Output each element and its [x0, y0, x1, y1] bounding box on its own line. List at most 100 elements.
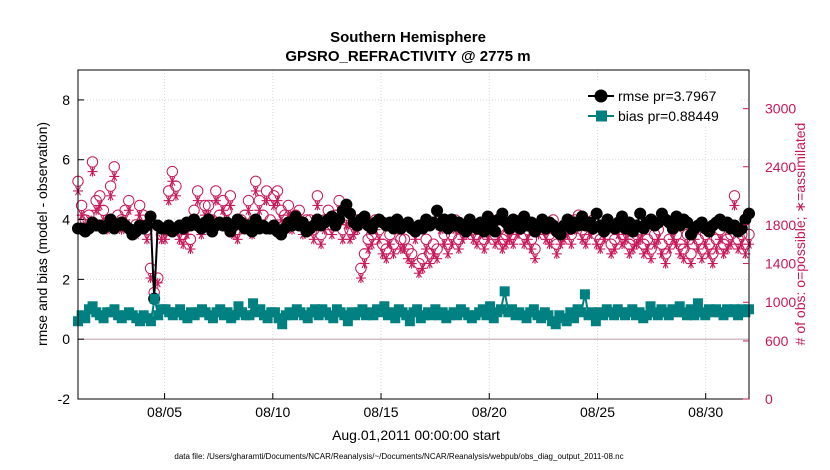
- bias-point: [663, 310, 674, 321]
- bias-point: [145, 316, 156, 327]
- assimilated-obs-point: [685, 258, 696, 269]
- assimilated-obs-point: [540, 234, 551, 245]
- assimilated-obs-point: [167, 176, 178, 187]
- x-tick-label: 08/15: [364, 404, 399, 420]
- bias-point: [277, 319, 288, 330]
- legend: rmse pr=3.7967 bias pr=0.88449: [582, 82, 741, 126]
- assimilated-obs-point: [714, 234, 725, 245]
- bias-point: [437, 307, 448, 318]
- x-axis-label: Aug.01,2011 00:00:00 start: [332, 427, 500, 443]
- bias-point: [685, 304, 696, 315]
- y2-tick-label: 3000: [765, 101, 796, 117]
- assimilated-obs-point: [254, 205, 265, 216]
- assimilated-obs-point: [729, 200, 740, 211]
- assimilated-obs-point: [627, 244, 638, 255]
- bias-point: [80, 313, 91, 324]
- assimilated-obs-point: [646, 253, 657, 264]
- bias-point: [641, 310, 652, 321]
- y2-tick-label: 0: [765, 391, 773, 407]
- x-tick-label: 08/20: [472, 404, 507, 420]
- y-axis-ticks: -2 0 2 4 6 8: [58, 92, 84, 407]
- assimilated-obs-point: [642, 244, 653, 255]
- assimilated-obs-point: [526, 244, 537, 255]
- bias-point: [692, 298, 703, 309]
- assimilated-obs-point: [384, 239, 395, 250]
- chart-title: Southern Hemisphere: [330, 29, 486, 46]
- bias-point: [521, 313, 532, 324]
- bias-point: [598, 310, 609, 321]
- assimilated-obs-point: [624, 248, 635, 259]
- y2-tick-label: 1800: [765, 217, 796, 233]
- bias-point: [536, 313, 547, 324]
- y-tick-label: 8: [62, 92, 70, 108]
- rmse-point: [590, 207, 603, 220]
- y-tick-label: 0: [62, 331, 70, 347]
- bias-point: [652, 310, 663, 321]
- bias-point: [269, 307, 280, 318]
- assimilated-obs-point: [675, 248, 686, 259]
- y2-tick-label: 600: [765, 333, 789, 349]
- y-tick-label: 4: [62, 212, 70, 228]
- y-axis-label: rmse and bias (model - observation): [34, 122, 50, 346]
- bias-point: [342, 316, 353, 327]
- bias-point: [426, 310, 437, 321]
- assimilated-obs-point: [345, 234, 356, 245]
- legend-box: [582, 82, 741, 126]
- bias-point: [452, 310, 463, 321]
- assimilated-obs-point: [736, 239, 747, 250]
- assimilated-obs-point: [635, 234, 646, 245]
- bias-point: [390, 313, 401, 324]
- rmse-bias-marks: [72, 198, 755, 330]
- assimilated-obs-point: [417, 263, 428, 274]
- y2-tick-label: 1000: [765, 294, 796, 310]
- assimilated-obs-point: [210, 195, 221, 206]
- x-tick-label: 08/05: [147, 404, 182, 420]
- bias-point: [233, 301, 244, 312]
- assimilated-obs-point: [446, 239, 457, 250]
- bias-point: [386, 307, 397, 318]
- bias-point: [87, 301, 98, 312]
- bias-point: [153, 310, 164, 321]
- bias-point: [149, 293, 160, 304]
- bias-point: [689, 310, 700, 321]
- assimilated-obs-point: [722, 244, 733, 255]
- assimilated-obs-point: [595, 244, 606, 255]
- assimilated-obs-point: [707, 258, 718, 269]
- x-tick-label: 08/10: [255, 404, 290, 420]
- assimilated-obs-point: [671, 239, 682, 250]
- y2-axis-ticks: 0 600 1000 1400 1800 2400 3000: [743, 101, 796, 407]
- assimilated-obs-point: [163, 195, 174, 206]
- assimilated-obs-point: [359, 258, 370, 269]
- assimilated-obs-point: [566, 239, 577, 250]
- bias-point: [485, 301, 496, 312]
- bias-point: [248, 298, 259, 309]
- assimilated-obs-point: [479, 244, 490, 255]
- rmse-point: [340, 198, 353, 211]
- assimilated-obs-point: [261, 195, 272, 206]
- x-tick-label: 08/30: [688, 404, 723, 420]
- bias-point: [339, 310, 350, 321]
- bias-point: [590, 316, 601, 327]
- assimilated-obs-point: [250, 185, 261, 196]
- rmse-point: [140, 219, 153, 232]
- assimilated-obs-point: [421, 244, 432, 255]
- assimilated-obs-point: [656, 248, 667, 259]
- assimilated-obs-point: [87, 166, 98, 177]
- assimilated-obs-point: [693, 244, 704, 255]
- legend-rmse-marker: [594, 89, 608, 103]
- assimilated-obs-point: [316, 239, 327, 250]
- y2-axis-label: # of obs: o=possible; ∗=assimilated: [792, 123, 808, 346]
- assimilated-obs-point: [218, 205, 229, 216]
- assimilated-obs-point: [170, 190, 181, 201]
- bias-point: [229, 310, 240, 321]
- bias-point: [310, 304, 321, 315]
- y2-tick-label: 2400: [765, 159, 796, 175]
- assimilated-obs-point: [232, 234, 243, 245]
- assimilated-obs-point: [366, 239, 377, 250]
- bias-point: [412, 304, 423, 315]
- bias-point: [302, 313, 313, 324]
- x-tick-label: 08/25: [580, 404, 615, 420]
- bias-point: [109, 304, 120, 315]
- bias-point: [579, 289, 590, 300]
- assimilated-obs-point: [682, 239, 693, 250]
